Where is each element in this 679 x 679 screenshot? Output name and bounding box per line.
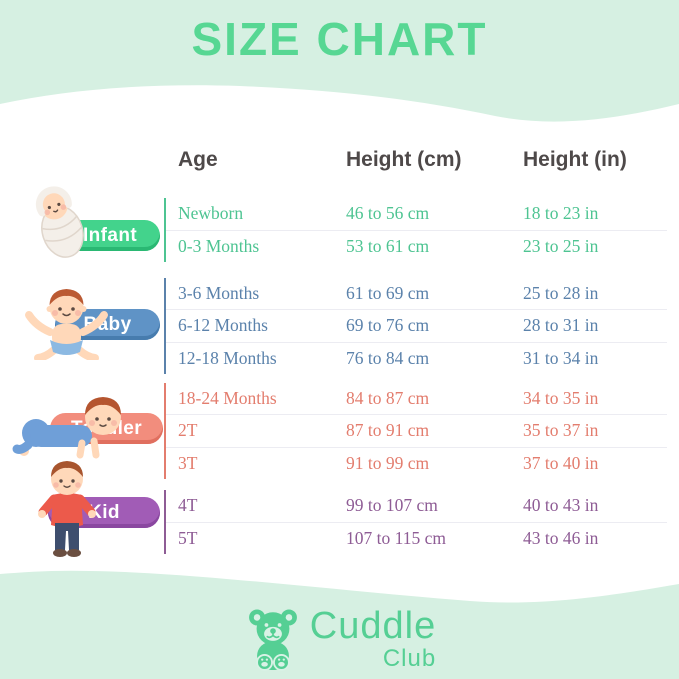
table-row: 5T 107 to 115 cm 43 to 46 in [166,521,667,555]
table-row: 12-18 Months 76 to 84 cm 31 to 34 in [166,341,667,374]
group-infant: Infant Newborn 46 to 56 cm 18 to 23 in 0… [0,186,667,262]
table-row: 0-3 Months 53 to 61 cm 23 to 25 in [166,229,667,263]
group-baby: Baby 3-6 Months 61 to 69 cm 25 to 28 in … [0,278,667,374]
group-label-cell: Infant [0,186,164,262]
group-label-cell: Kid [0,461,164,557]
column-header-age: Age [178,148,218,171]
table-row: 3-6 Months 61 to 69 cm 25 to 28 in [178,283,599,304]
brand-logo: Cuddle Club [0,606,679,672]
page-title: SIZE CHART [191,13,488,65]
column-header-height-cm: Height (cm) [346,148,462,171]
brand-wordmark: Cuddle Club [310,607,436,671]
column-header-height-in: Height (in) [523,148,627,171]
group-pill-label: Kid [88,501,120,523]
group-toddler: Toddler 18-24 Months 84 to 87 cm 34 to 3… [0,383,667,479]
group-pill-label: Infant [82,224,138,246]
table-row: Newborn 46 to 56 cm 18 to 23 in [178,203,599,224]
table-row: 6-12 Months 69 to 76 cm 28 to 31 in [166,309,667,341]
group-rows: 18-24 Months 84 to 87 cm 34 to 35 in 2T … [164,383,667,479]
toddler-illustration [12,397,121,459]
group-rows: 3-6 Months 61 to 69 cm 25 to 28 in 6-12 … [164,278,667,374]
baby-illustration [25,289,108,360]
group-rows: Newborn 46 to 56 cm 18 to 23 in 0-3 Mont… [164,198,667,262]
table-row: 3T 91 to 99 cm 37 to 40 in [166,446,667,479]
brand-name: Cuddle [309,605,437,647]
group-label-cell: Toddler [0,383,164,479]
table-row: 2T 87 to 91 cm 35 to 37 in [166,414,667,446]
brand-sub-name: Club [382,645,437,672]
table-row: 4T 99 to 107 cm 40 to 43 in [178,495,599,516]
teddy-bear-icon [248,609,297,671]
group-kid: Kid 4T 99 to 107 cm 40 to 43 in 5T 107 t… [0,461,667,557]
table-header: Age Height (cm) Height (in) [166,148,667,172]
group-rows: 4T 99 to 107 cm 40 to 43 in 5T 107 to 11… [164,490,667,554]
group-label-cell: Baby [0,278,164,374]
infant-illustration [35,186,84,258]
table-row: 18-24 Months 84 to 87 cm 34 to 35 in [178,388,599,409]
kid-illustration [38,461,96,557]
